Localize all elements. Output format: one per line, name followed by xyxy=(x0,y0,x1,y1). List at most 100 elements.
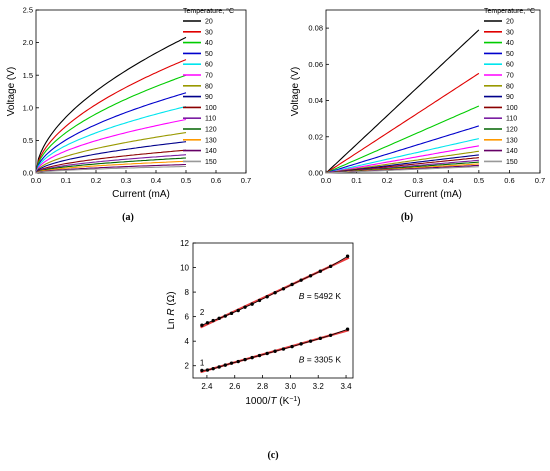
y-axis-label-part: R xyxy=(166,308,177,315)
data-point xyxy=(290,282,294,287)
legend-label-90: 90 xyxy=(506,94,514,101)
data-point xyxy=(281,287,286,291)
x-axis-label: 1000/T (K−1) xyxy=(245,396,300,408)
x-tick-label: 0.7 xyxy=(241,176,251,185)
data-point xyxy=(345,327,350,331)
data-point xyxy=(211,366,215,371)
caption-b: (b) xyxy=(401,212,413,223)
data-point xyxy=(273,349,277,353)
legend-label-20: 20 xyxy=(506,19,514,26)
data-point xyxy=(205,321,210,325)
series-line-140 xyxy=(35,163,187,174)
y-tick-label: 1.0 xyxy=(23,103,33,112)
legend-label-40: 40 xyxy=(506,40,514,47)
x-axis-label-part: ) xyxy=(297,396,300,407)
legend-label-30: 30 xyxy=(506,29,514,36)
plot-frame xyxy=(325,9,541,174)
caption-a: (a) xyxy=(122,212,134,223)
legend-label-70: 70 xyxy=(506,73,514,80)
x-tick-label: 3.0 xyxy=(285,382,297,391)
data-point xyxy=(217,316,221,321)
series-line-60 xyxy=(325,138,480,174)
x-tick-label: 0.4 xyxy=(151,176,161,185)
series-line-80 xyxy=(35,132,187,174)
series-line-60 xyxy=(35,105,187,174)
data-point xyxy=(345,254,350,258)
legend-label-150: 150 xyxy=(205,159,217,166)
x-tick-label: 0.1 xyxy=(61,176,71,185)
y-axis-label-part: Ln xyxy=(166,316,177,330)
b-annotation-1-part: B xyxy=(299,354,305,364)
legend-label-130: 130 xyxy=(506,137,518,144)
series-line-70 xyxy=(325,145,480,174)
series-line-40 xyxy=(325,105,480,174)
x-tick-label: 2.8 xyxy=(257,382,269,391)
legend-label-100: 100 xyxy=(205,105,217,112)
data-point xyxy=(299,278,303,282)
y-tick-label: 0.00 xyxy=(308,169,323,178)
x-axis-label-part: 1000/ xyxy=(245,396,270,407)
legend-label-140: 140 xyxy=(205,148,217,155)
legend: Temperature, °C 20 30 40 50 60 70 80 90 100 110 120… xyxy=(484,7,535,166)
plot-frame xyxy=(192,242,354,379)
legend-title: Temperature, °C xyxy=(484,7,535,15)
series-line-90 xyxy=(35,141,187,174)
legend-label-110: 110 xyxy=(506,116,517,123)
legend-label-140: 140 xyxy=(506,148,518,155)
y-tick-label: 10 xyxy=(180,264,189,273)
x-axis-label-part: T xyxy=(270,396,277,407)
data-point xyxy=(318,269,323,273)
y-axis-label: Voltage (V) xyxy=(6,67,17,116)
series-line-130 xyxy=(35,160,187,174)
data-point xyxy=(236,308,240,313)
legend-label-120: 120 xyxy=(506,127,518,134)
x-tick-label: 0.2 xyxy=(91,176,101,185)
legend-label-40: 40 xyxy=(205,40,213,47)
legend-label-110: 110 xyxy=(205,116,216,123)
data-point xyxy=(211,318,215,323)
x-tick-label: 2.6 xyxy=(229,382,241,391)
y-tick-label: 2 xyxy=(185,362,190,371)
series-label-2: 2 xyxy=(200,308,205,317)
data-point xyxy=(250,302,254,306)
y-tick-label: 0.02 xyxy=(308,132,323,141)
series-line-40 xyxy=(35,74,187,174)
y-axis-label: Ln R (Ω) xyxy=(166,291,177,329)
y-tick-label: 2.5 xyxy=(23,6,33,15)
data-point xyxy=(257,353,262,358)
x-tick-label: 0.2 xyxy=(382,176,392,185)
legend-label-120: 120 xyxy=(205,127,217,134)
b-annotation-1: B = 3305 K xyxy=(299,354,342,364)
data-point xyxy=(281,347,286,351)
y-tick-label: 8 xyxy=(185,288,190,297)
data-point xyxy=(308,274,313,278)
x-tick-label: 0.5 xyxy=(474,176,484,185)
legend-label-80: 80 xyxy=(205,83,213,90)
series-line-120 xyxy=(35,157,187,174)
data-point xyxy=(205,368,210,372)
b-annotation-2-part: = 5492 K xyxy=(304,291,341,301)
data-point xyxy=(200,323,204,327)
data-point xyxy=(273,291,277,295)
data-point xyxy=(236,359,240,364)
legend-label-60: 60 xyxy=(506,62,514,69)
y-tick-label: 0.08 xyxy=(308,24,323,33)
y-tick-label: 0.0 xyxy=(23,169,33,178)
data-point xyxy=(200,368,204,373)
x-axis-label: Current (mA) xyxy=(404,189,462,200)
x-axis-label-part: −1 xyxy=(289,396,297,403)
data-point xyxy=(243,357,247,362)
data-point xyxy=(257,298,262,303)
series-line-20 xyxy=(325,29,480,174)
data-point xyxy=(328,264,333,269)
y-tick-label: 0.5 xyxy=(23,136,33,145)
legend-label-90: 90 xyxy=(205,94,213,101)
x-axis-label: Current (mA) xyxy=(112,189,170,200)
legend-label-20: 20 xyxy=(205,19,213,26)
series-line-50 xyxy=(35,92,187,174)
y-axis-label: Voltage (V) xyxy=(290,67,301,116)
y-axis-label-part: (Ω) xyxy=(166,291,177,308)
x-tick-label: 3.2 xyxy=(313,382,325,391)
x-tick-label: 0.0 xyxy=(321,176,331,185)
y-tick-label: 0.04 xyxy=(308,96,323,105)
